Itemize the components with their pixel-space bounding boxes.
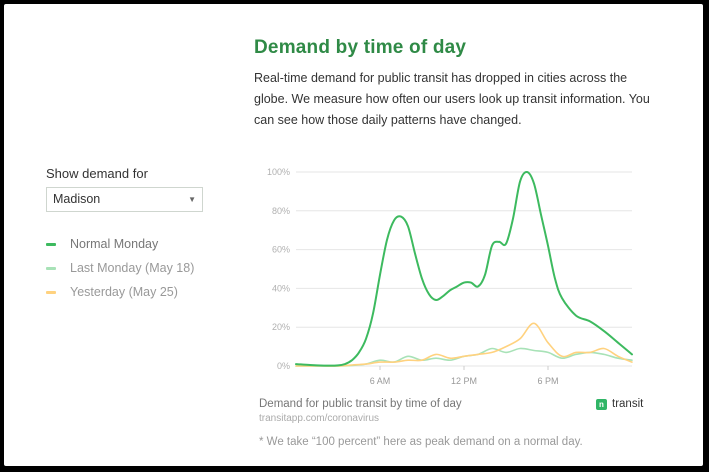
series-line-normal-monday bbox=[295, 170, 633, 367]
legend-label: Normal Monday bbox=[70, 237, 159, 251]
y-tick-label: 20% bbox=[272, 322, 290, 332]
y-tick-label: 100% bbox=[267, 167, 290, 177]
brand-label: transit bbox=[612, 398, 644, 410]
page-title: Demand by time of day bbox=[254, 37, 467, 58]
x-tick-label: 6 AM bbox=[370, 376, 391, 386]
chart-source: transitapp.com/coronavirus bbox=[259, 413, 380, 424]
legend-item-yesterday: Yesterday (May 25) bbox=[46, 280, 194, 304]
legend-item-last-monday: Last Monday (May 18) bbox=[46, 256, 194, 280]
legend: Normal Monday Last Monday (May 18) Yeste… bbox=[46, 232, 194, 304]
legend-item-normal-monday: Normal Monday bbox=[46, 232, 194, 256]
y-tick-label: 60% bbox=[272, 245, 290, 255]
transit-brand: n transit bbox=[596, 398, 643, 410]
legend-swatch bbox=[46, 290, 56, 294]
legend-label: Last Monday (May 18) bbox=[70, 261, 195, 275]
legend-swatch bbox=[46, 266, 56, 270]
x-tick-label: 6 PM bbox=[537, 376, 558, 386]
page-description: Real-time demand for public transit has … bbox=[254, 71, 650, 127]
legend-swatch bbox=[46, 242, 56, 246]
series-line-yesterday-may-25 bbox=[295, 322, 633, 367]
page-frame: Demand by time of day Real-time demand f… bbox=[4, 4, 703, 466]
chevron-down-icon: ▼ bbox=[188, 195, 196, 204]
y-tick-label: 40% bbox=[272, 283, 290, 293]
chart-caption: Demand for public transit by time of day bbox=[259, 398, 462, 410]
y-tick-label: 80% bbox=[272, 206, 290, 216]
demand-line-chart: 0% 20% 40% 60% 80% 100% 6 AM 12 PM 6 PM bbox=[267, 167, 633, 386]
footnote: * We take “100 percent” here as peak dem… bbox=[259, 436, 583, 448]
legend-label: Yesterday (May 25) bbox=[70, 285, 178, 299]
city-select-value: Madison bbox=[53, 192, 101, 206]
show-demand-label: Show demand for bbox=[46, 166, 148, 181]
y-tick-label: 0% bbox=[277, 361, 290, 371]
transit-logo-icon: n bbox=[596, 398, 607, 410]
x-tick-label: 12 PM bbox=[451, 376, 477, 386]
city-select[interactable]: Madison ▼ bbox=[46, 187, 203, 212]
